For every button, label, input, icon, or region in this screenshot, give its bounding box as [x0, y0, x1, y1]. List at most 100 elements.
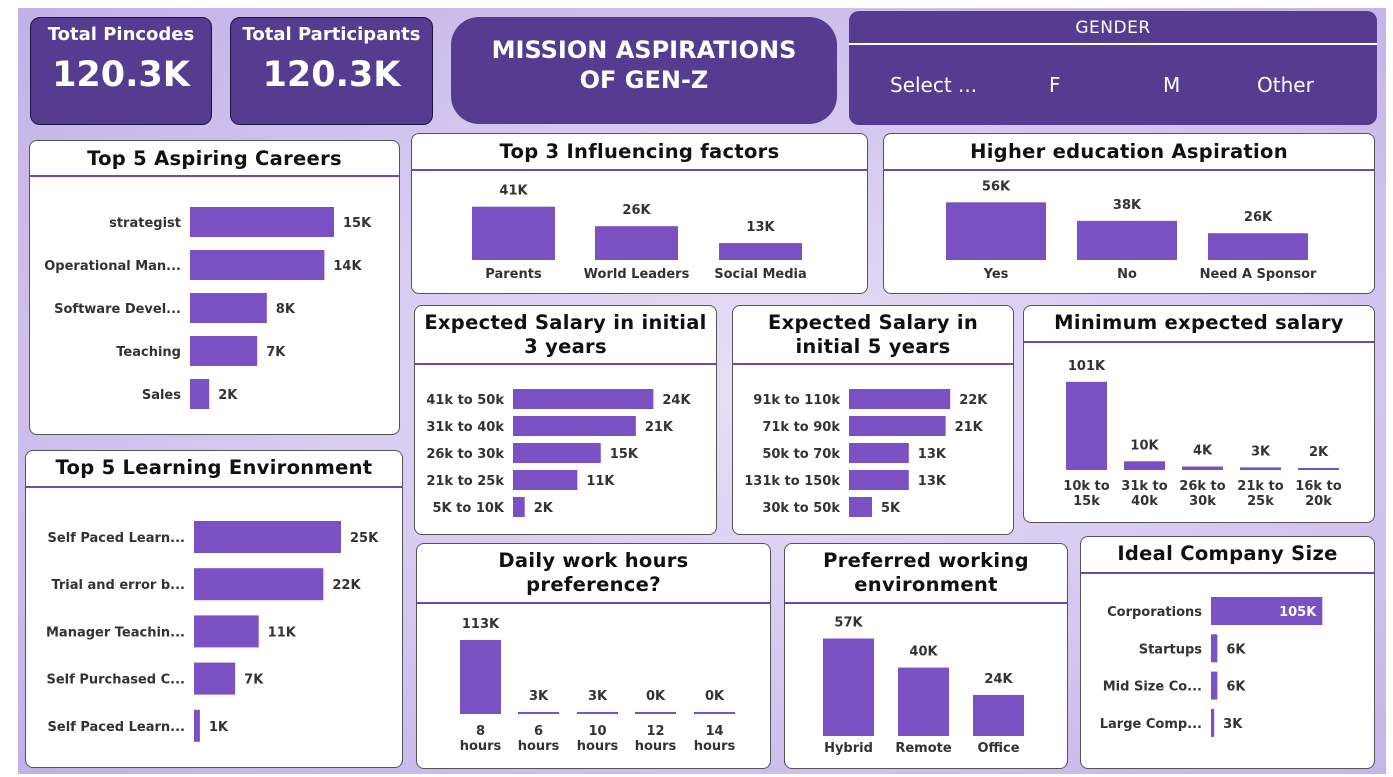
data-label: 7K [244, 673, 264, 688]
bar [1077, 220, 1177, 260]
category-label: 10 [588, 724, 606, 739]
data-label: 1K [209, 720, 229, 735]
category-label: 31k to [1121, 479, 1167, 494]
gender-option-other[interactable]: Other [1257, 73, 1314, 97]
bar [194, 662, 236, 695]
bar [849, 416, 946, 436]
card-ideal-company-size: Ideal Company Size Corporations 105K Start… [1080, 536, 1375, 769]
chart-learning-environment: Self Paced Learn... 25K Trial and error b.… [46, 521, 379, 742]
data-label: 6K [1226, 642, 1246, 657]
card-influencing-factors: Top 3 Influencing factors 41K Parents 26K W… [411, 133, 868, 294]
data-label: 15K [343, 216, 372, 231]
bar [518, 712, 559, 714]
category-label: 30k [1189, 494, 1216, 509]
data-label: 13K [918, 447, 947, 462]
category-label: 21k to [1237, 479, 1283, 494]
card-salary-5-years: Expected Salary in initial 5 years 91k t… [732, 305, 1014, 535]
bar [194, 521, 341, 553]
bar [946, 202, 1046, 260]
data-label: 13K [746, 220, 775, 235]
card-title: Ideal Company Size [1081, 537, 1374, 574]
category-label: 21k to 25k [426, 474, 504, 489]
bar [1298, 468, 1339, 470]
gender-slicer-header: GENDER [1075, 18, 1151, 38]
category-label: Need A Sponsor [1200, 267, 1317, 282]
data-label: 22K [332, 578, 361, 593]
bar [1211, 671, 1218, 700]
data-label: 105K [1279, 605, 1317, 620]
category-label: Office [977, 741, 1019, 756]
card-title: Top 3 Influencing factors [412, 134, 867, 171]
category-label: hours [518, 739, 560, 754]
card-title: Top 5 Aspiring Careers [30, 141, 399, 177]
data-label: 41K [499, 184, 528, 199]
bar [513, 389, 654, 409]
data-label: 0K [705, 689, 725, 704]
chart-ideal-company-size: Corporations 105K Startups 6K Mid Size Co...… [1100, 597, 1323, 737]
card-working-environment: Preferred working environment 57K Hybrid 4… [784, 543, 1068, 769]
bar [194, 615, 259, 648]
category-label: 15k [1073, 494, 1100, 509]
category-label: 131k to 150k [744, 474, 840, 489]
category-label: 8 [476, 724, 485, 739]
gender-slicer-divider [849, 43, 1377, 45]
bar [595, 226, 678, 260]
bar [190, 293, 267, 323]
gender-option-select[interactable]: Select ... [890, 73, 978, 97]
bar [849, 389, 951, 409]
category-label: 26k to [1179, 479, 1225, 494]
category-label: No [1117, 267, 1137, 282]
bar [1211, 597, 1323, 625]
category-label: Large Comp... [1100, 717, 1202, 732]
data-label: 38K [1113, 198, 1142, 213]
category-label: Operational Man... [44, 259, 181, 274]
data-label: 21K [645, 420, 674, 435]
card-title: Expected Salary in initial 3 years [415, 306, 716, 365]
category-label: 71k to 90k [762, 420, 840, 435]
category-label: 31k to 40k [426, 420, 504, 435]
data-label: 3K [1251, 444, 1271, 459]
kpi-value: 120.3K [52, 55, 190, 95]
gender-option-m[interactable]: M [1163, 73, 1181, 97]
bar [577, 712, 618, 714]
data-label: 7K [266, 345, 286, 360]
data-label: 2K [1309, 445, 1329, 460]
gender-option-f[interactable]: F [1049, 73, 1061, 97]
category-label: 20k [1305, 494, 1332, 509]
bar [190, 250, 325, 280]
bar [849, 443, 909, 463]
category-label: 26k to 30k [426, 447, 504, 462]
bar [513, 470, 578, 490]
chart-top-careers: strategist 15K Operational Man... 14K Softwa… [44, 207, 372, 409]
data-label: 22K [959, 393, 988, 408]
card-title: Minimum expected salary [1024, 306, 1374, 343]
data-label: 4K [1193, 444, 1213, 459]
kpi-label: Total Pincodes [47, 24, 195, 45]
data-label: 10K [1130, 438, 1159, 453]
data-label: 14K [333, 259, 362, 274]
bar [194, 709, 200, 742]
bar [1066, 381, 1107, 470]
gender-slicer: GENDER Select ... F M Other [849, 11, 1377, 125]
bar [898, 667, 949, 736]
data-label: 113K [462, 617, 500, 632]
data-label: 5K [881, 501, 901, 516]
kpi-label: Total Participants [242, 24, 421, 45]
data-label: 24K [662, 393, 691, 408]
category-label: 25k [1247, 494, 1274, 509]
category-label: Remote [895, 741, 952, 756]
bar [194, 568, 324, 601]
bar [719, 243, 802, 260]
chart-salary-3-years: 41k to 50k 24K 31k to 40k 21K 26k to 30k 15K 2… [426, 389, 691, 517]
card-top-careers: Top 5 Aspiring Careers strategist 15K Oper… [29, 140, 400, 435]
bar [513, 416, 636, 436]
data-label: 11K [268, 625, 297, 640]
category-label: 41k to 50k [426, 393, 504, 408]
data-label: 57K [834, 616, 863, 631]
category-label: Trial and error b... [51, 578, 185, 593]
bar [849, 470, 909, 490]
data-label: 2K [534, 501, 554, 516]
bar [1211, 634, 1218, 663]
card-minimum-salary: Minimum expected salary 101K 10k to 15k 10K… [1023, 305, 1375, 523]
data-label: 26K [622, 203, 651, 218]
